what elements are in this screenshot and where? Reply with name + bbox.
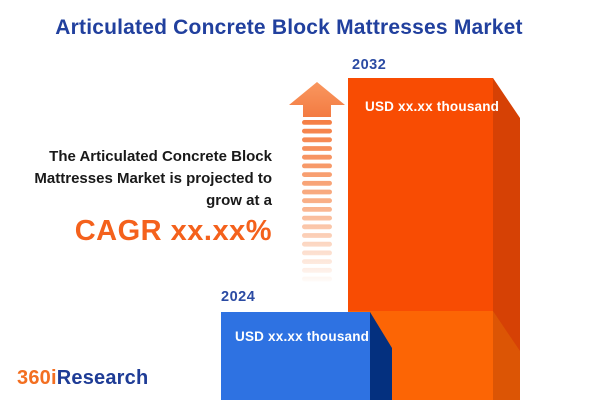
growth-arrow-icon: [289, 82, 345, 282]
brand-logo-360i: 360i: [17, 367, 57, 389]
bar-2032-value-label: USD xx.xx thousand: [365, 99, 500, 114]
page-title: Articulated Concrete Block Mattresses Ma…: [55, 16, 523, 39]
bar-2024-value-label: USD xx.xx thousand: [235, 329, 370, 344]
statement-line-1: The Articulated Concrete Block: [49, 148, 272, 165]
cagr-value: CAGR xx.xx%: [74, 215, 272, 247]
bar-2032: USD xx.xx thousand: [348, 78, 520, 400]
brand-logo: 360iResearch: [17, 367, 148, 390]
bar-2024: USD xx.xx thousand: [221, 312, 393, 400]
brand-logo-research: Research: [56, 367, 149, 389]
statement-line-3: grow at a: [206, 192, 272, 209]
bar-2024-front-face: [221, 312, 370, 400]
bar-2024-side-face: [370, 312, 392, 400]
statement-line-2: Mattresses Market is projected to: [34, 170, 272, 187]
bar-year-label-2024: 2024: [221, 289, 256, 305]
growth-statement: The Articulated Concrete Block Mattresse…: [18, 146, 272, 247]
bar-year-label-2032: 2032: [352, 57, 387, 73]
bar-2032-front-face-top: [348, 78, 493, 311]
